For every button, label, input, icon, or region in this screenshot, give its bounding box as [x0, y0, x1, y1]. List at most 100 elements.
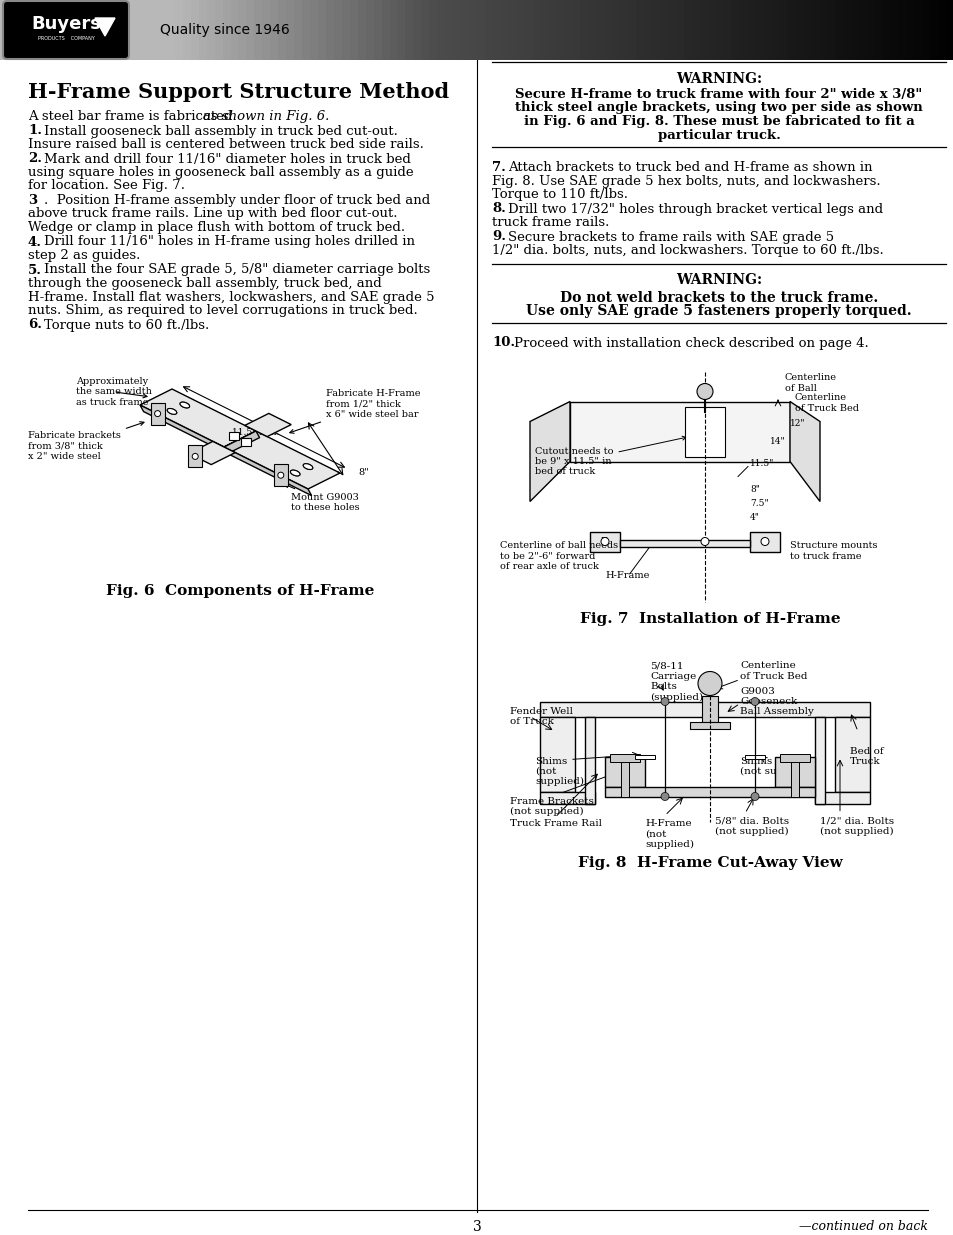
- Bar: [532, 0, 541, 61]
- Bar: [517, 0, 525, 61]
- Bar: [317, 0, 327, 61]
- Bar: [627, 0, 637, 61]
- Text: 2.: 2.: [28, 152, 42, 165]
- Bar: [722, 0, 732, 61]
- Bar: [612, 0, 620, 61]
- Bar: [286, 0, 294, 61]
- Circle shape: [700, 537, 708, 546]
- Text: Proceed with installation check described on page 4.: Proceed with installation check describe…: [514, 336, 868, 350]
- Text: Centerline of ball needs
to be 2"-6" forward
of rear axle of truck: Centerline of ball needs to be 2"-6" for…: [499, 537, 618, 572]
- Bar: [556, 0, 565, 61]
- Text: Fender Well
of Truck: Fender Well of Truck: [510, 706, 573, 726]
- Bar: [95, 0, 104, 61]
- Ellipse shape: [290, 471, 299, 475]
- Bar: [397, 0, 406, 61]
- Polygon shape: [95, 19, 115, 36]
- Text: 1/2" dia. bolts, nuts, and lockwashers. Torque to 60 ft./lbs.: 1/2" dia. bolts, nuts, and lockwashers. …: [492, 245, 882, 257]
- Bar: [493, 0, 501, 61]
- Bar: [112, 0, 120, 61]
- Bar: [882, 0, 890, 61]
- Bar: [413, 0, 422, 61]
- Bar: [460, 0, 470, 61]
- Text: particular truck.: particular truck.: [657, 128, 780, 142]
- Text: 8.: 8.: [492, 203, 505, 215]
- Bar: [16, 0, 25, 61]
- Bar: [8, 0, 17, 61]
- Text: Truck Frame Rail: Truck Frame Rail: [510, 820, 601, 829]
- Bar: [374, 0, 382, 61]
- Bar: [675, 0, 684, 61]
- Bar: [699, 0, 708, 61]
- Polygon shape: [589, 531, 619, 552]
- Text: 6.: 6.: [28, 319, 42, 331]
- Text: WARNING:: WARNING:: [676, 72, 761, 86]
- Text: 4": 4": [749, 513, 760, 521]
- Polygon shape: [604, 757, 644, 787]
- Bar: [191, 0, 199, 61]
- Bar: [188, 446, 202, 467]
- Bar: [691, 0, 700, 61]
- Circle shape: [750, 793, 759, 800]
- Bar: [302, 0, 311, 61]
- Bar: [48, 0, 56, 61]
- Bar: [508, 0, 517, 61]
- Bar: [207, 0, 215, 61]
- Text: Shims
(not supplied): Shims (not supplied): [740, 757, 813, 776]
- Text: Attach brackets to truck bed and H-frame as shown in: Attach brackets to truck bed and H-frame…: [507, 161, 872, 174]
- Circle shape: [697, 384, 712, 399]
- Circle shape: [750, 698, 759, 705]
- Ellipse shape: [180, 403, 190, 408]
- Text: Fig. 6  Components of H-Frame: Fig. 6 Components of H-Frame: [106, 584, 374, 598]
- Text: WARNING:: WARNING:: [676, 273, 761, 288]
- Polygon shape: [569, 401, 789, 462]
- Bar: [40, 0, 49, 61]
- Polygon shape: [834, 716, 869, 792]
- Bar: [55, 0, 65, 61]
- Text: —continued on back: —continued on back: [799, 1220, 927, 1233]
- Text: PRODUCTS    COMPANY: PRODUCTS COMPANY: [37, 36, 94, 41]
- Polygon shape: [189, 441, 235, 464]
- Text: H-frame. Install flat washers, lockwashers, and SAE grade 5: H-frame. Install flat washers, lockwashe…: [28, 290, 434, 304]
- Text: 5.: 5.: [28, 263, 42, 277]
- Bar: [64, 0, 72, 61]
- Bar: [770, 0, 780, 61]
- Bar: [71, 0, 80, 61]
- Bar: [746, 0, 756, 61]
- Circle shape: [760, 537, 768, 546]
- Bar: [913, 0, 923, 61]
- Bar: [484, 0, 494, 61]
- Bar: [421, 0, 430, 61]
- Bar: [143, 0, 152, 61]
- Text: Secure H-frame to truck frame with four 2" wide x 3/8": Secure H-frame to truck frame with four …: [515, 88, 922, 101]
- Bar: [683, 0, 692, 61]
- Text: 14": 14": [769, 436, 785, 446]
- Text: 9.: 9.: [492, 231, 505, 243]
- Bar: [445, 0, 454, 61]
- Bar: [524, 0, 533, 61]
- Text: Fabricate H-Frame
from 1/2" thick
x 6" wide steel bar: Fabricate H-Frame from 1/2" thick x 6" w…: [290, 389, 420, 433]
- Polygon shape: [814, 792, 869, 804]
- Bar: [818, 0, 827, 61]
- Text: Fig. 8. Use SAE grade 5 hex bolts, nuts, and lockwashers.: Fig. 8. Use SAE grade 5 hex bolts, nuts,…: [492, 174, 880, 188]
- Bar: [350, 0, 358, 61]
- Circle shape: [277, 472, 283, 478]
- Text: 8": 8": [357, 468, 369, 477]
- Polygon shape: [584, 716, 595, 804]
- Bar: [834, 0, 842, 61]
- Bar: [922, 0, 930, 61]
- Text: above truck frame rails. Line up with bed floor cut-out.: above truck frame rails. Line up with be…: [28, 207, 397, 221]
- Text: Mount G9003
to these holes: Mount G9003 to these holes: [284, 484, 359, 513]
- Text: Shims
(not
supplied): Shims (not supplied): [535, 757, 583, 787]
- Bar: [874, 0, 882, 61]
- Bar: [898, 0, 906, 61]
- Text: Torque to 110 ft/lbs.: Torque to 110 ft/lbs.: [492, 188, 627, 201]
- Circle shape: [192, 453, 198, 459]
- Circle shape: [600, 537, 608, 546]
- Text: Buyers: Buyers: [31, 15, 101, 33]
- Bar: [889, 0, 899, 61]
- Bar: [667, 0, 676, 61]
- Bar: [254, 0, 263, 61]
- Bar: [183, 0, 192, 61]
- Text: Centerline
of Truck Bed: Centerline of Truck Bed: [740, 662, 806, 680]
- Polygon shape: [620, 757, 628, 797]
